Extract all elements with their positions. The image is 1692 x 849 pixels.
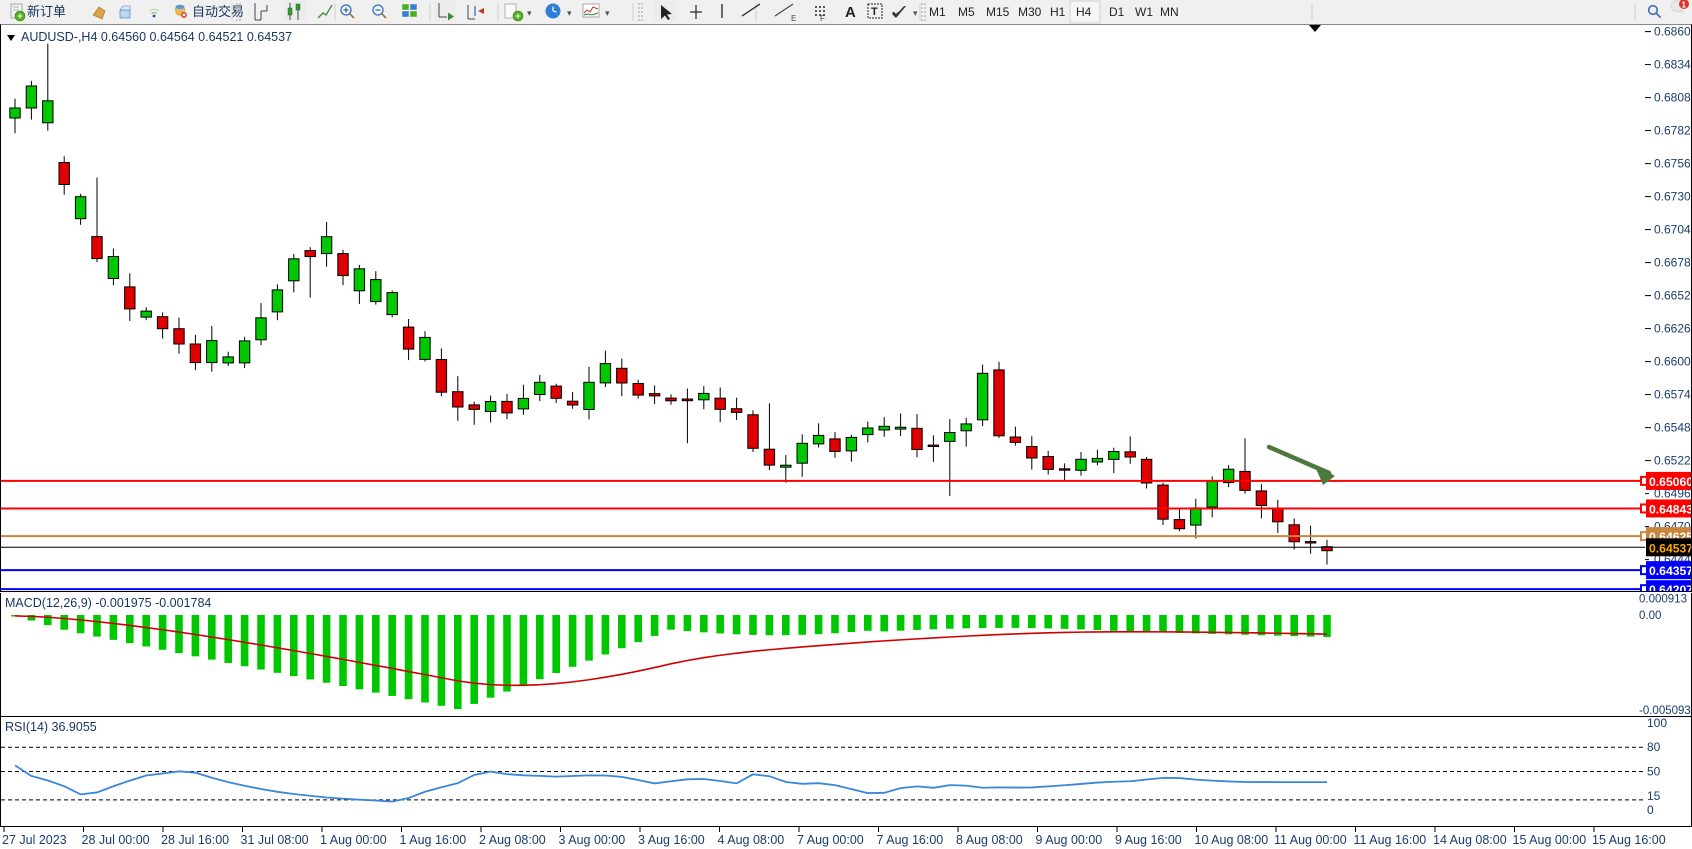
svg-text:50: 50	[1647, 765, 1661, 779]
svg-text:1: 1	[1682, 0, 1687, 9]
svg-text:3 Aug 16:00: 3 Aug 16:00	[638, 833, 705, 847]
svg-text:4 Aug 08:00: 4 Aug 08:00	[718, 833, 785, 847]
svg-text:M5: M5	[958, 5, 975, 19]
svg-text:MACD(12,26,9) -0.001975 -0.001: MACD(12,26,9) -0.001975 -0.001784	[5, 596, 211, 610]
svg-text:T: T	[871, 6, 878, 18]
svg-text:D1: D1	[1109, 5, 1125, 19]
svg-text:3 Aug 00:00: 3 Aug 00:00	[559, 833, 626, 847]
svg-text:MN: MN	[1160, 5, 1179, 19]
svg-text:▾: ▾	[527, 8, 532, 18]
svg-text:7 Aug 16:00: 7 Aug 16:00	[877, 833, 944, 847]
svg-text:M30: M30	[1018, 5, 1042, 19]
svg-text:15: 15	[1647, 789, 1661, 803]
svg-text:M1: M1	[929, 5, 946, 19]
svg-text:RSI(14) 36.9055: RSI(14) 36.9055	[5, 720, 97, 734]
svg-text:1 Aug 00:00: 1 Aug 00:00	[320, 833, 387, 847]
svg-text:E: E	[791, 14, 796, 23]
svg-text:-0.005093: -0.005093	[1639, 705, 1691, 717]
svg-text:7 Aug 00:00: 7 Aug 00:00	[797, 833, 864, 847]
svg-text:27 Jul 2023: 27 Jul 2023	[2, 833, 67, 847]
svg-text:0.65060: 0.65060	[1649, 475, 1692, 489]
svg-text:100: 100	[1647, 717, 1667, 730]
svg-text:F: F	[820, 14, 825, 23]
svg-text:9 Aug 00:00: 9 Aug 00:00	[1036, 833, 1103, 847]
svg-text:8 Aug 08:00: 8 Aug 08:00	[956, 833, 1023, 847]
svg-text:1 Aug 16:00: 1 Aug 16:00	[400, 833, 467, 847]
svg-text:▾: ▾	[567, 8, 572, 18]
svg-text:31 Jul 08:00: 31 Jul 08:00	[241, 833, 309, 847]
svg-text:0.64843: 0.64843	[1649, 502, 1692, 516]
svg-text:0: 0	[1647, 803, 1654, 817]
svg-text:H1: H1	[1050, 5, 1066, 19]
svg-text:▾: ▾	[913, 8, 918, 18]
svg-text:AUDUSD-,H4 0.64560 0.64564 0.: AUDUSD-,H4 0.64560 0.64564 0.64521 0.645…	[21, 30, 292, 44]
svg-text:11 Aug 16:00: 11 Aug 16:00	[1354, 833, 1427, 847]
svg-text:自动交易: 自动交易	[192, 4, 244, 19]
svg-text:9 Aug 16:00: 9 Aug 16:00	[1115, 833, 1182, 847]
svg-text:14 Aug 08:00: 14 Aug 08:00	[1433, 833, 1507, 847]
svg-text:W1: W1	[1135, 5, 1153, 19]
svg-text:0.64357: 0.64357	[1649, 564, 1692, 578]
svg-text:M15: M15	[986, 5, 1010, 19]
svg-text:A: A	[845, 4, 856, 21]
svg-text:2 Aug 08:00: 2 Aug 08:00	[479, 833, 546, 847]
svg-text:▾: ▾	[605, 8, 610, 18]
svg-text:10 Aug 08:00: 10 Aug 08:00	[1195, 833, 1269, 847]
svg-text:0.64537: 0.64537	[1649, 541, 1692, 555]
svg-text:15 Aug 00:00: 15 Aug 00:00	[1513, 833, 1587, 847]
svg-text:11 Aug 00:00: 11 Aug 00:00	[1274, 833, 1347, 847]
svg-text:0.000913: 0.000913	[1639, 593, 1687, 605]
svg-text:15 Aug 16:00: 15 Aug 16:00	[1592, 833, 1666, 847]
svg-text:新订单: 新订单	[27, 4, 66, 19]
svg-text:28 Jul 00:00: 28 Jul 00:00	[82, 833, 150, 847]
svg-text:0.00: 0.00	[1639, 610, 1661, 622]
svg-text:0.64207: 0.64207	[1649, 583, 1692, 592]
svg-text:28 Jul 16:00: 28 Jul 16:00	[161, 833, 229, 847]
svg-text:H4: H4	[1076, 5, 1092, 19]
svg-text:80: 80	[1647, 740, 1661, 754]
